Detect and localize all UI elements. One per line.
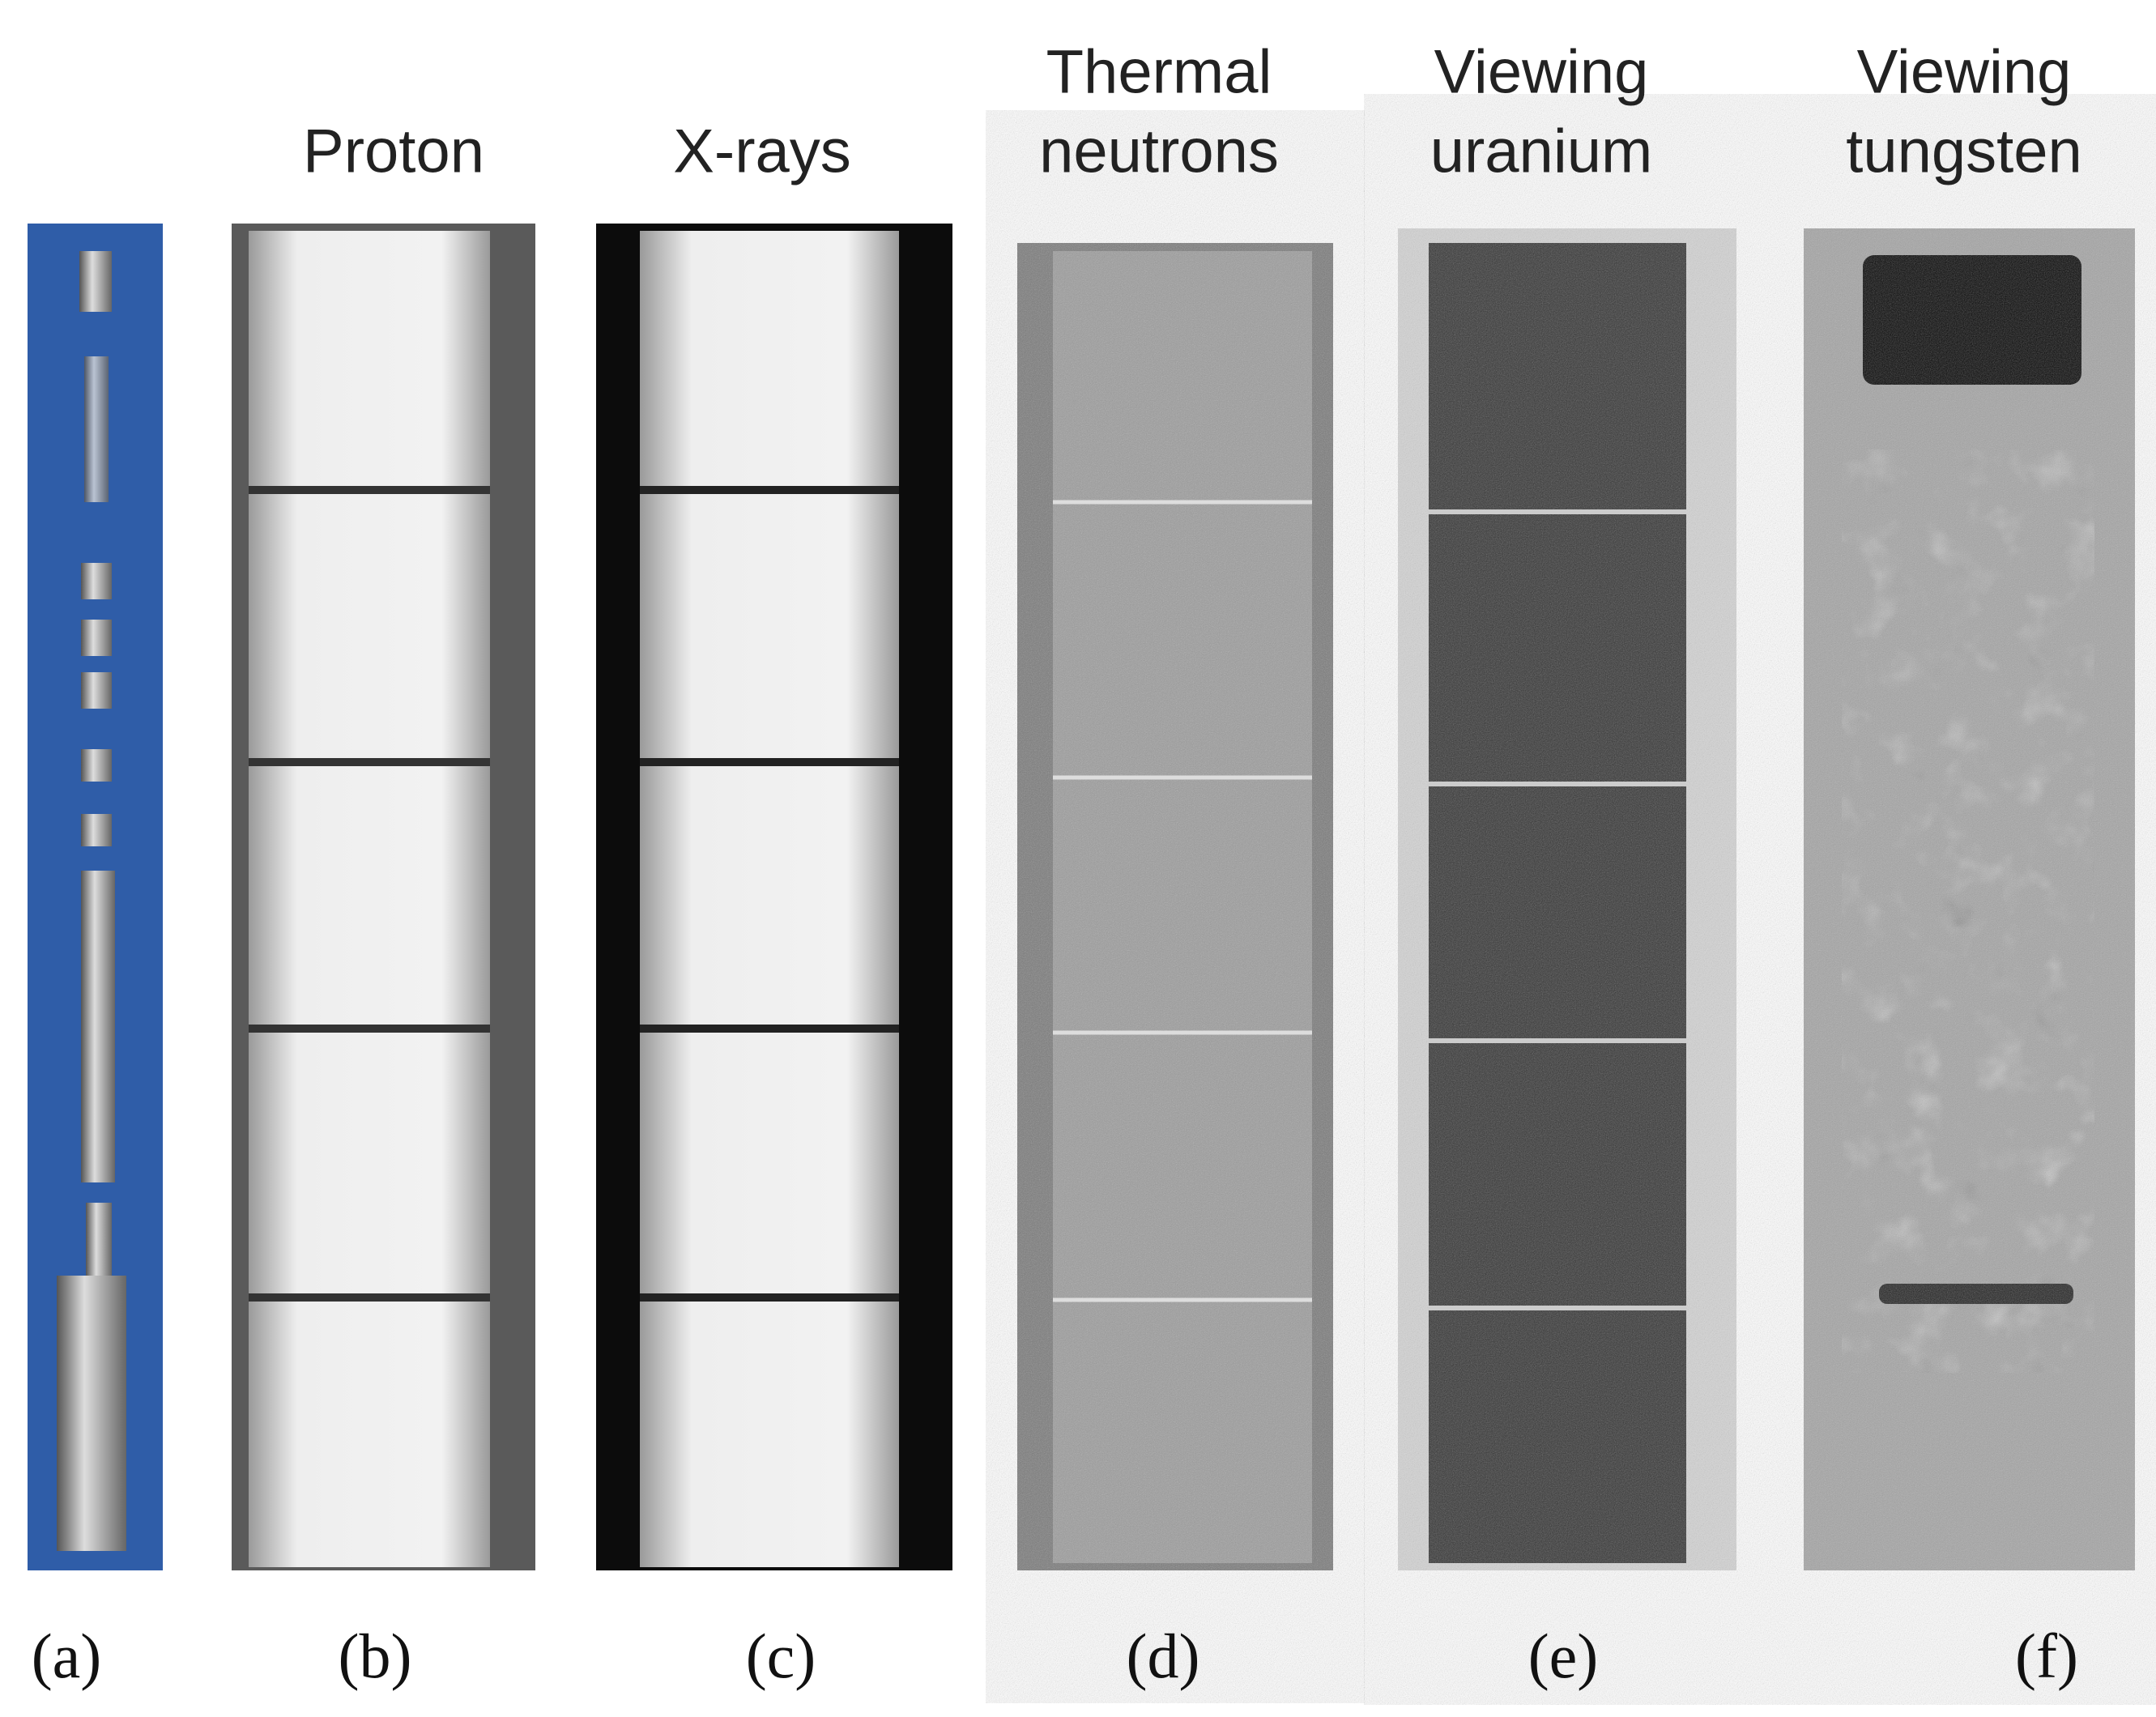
image-b <box>232 224 535 1570</box>
panel-label: (b) <box>338 1621 412 1691</box>
image-c <box>596 224 952 1570</box>
image-f <box>1804 228 2135 1570</box>
panel-label: (c) <box>745 1621 816 1691</box>
panel-title: tungsten <box>1846 117 2082 186</box>
panel-title: Viewing <box>1856 37 2072 107</box>
panel-label: (e) <box>1528 1621 1599 1691</box>
panel-title: uranium <box>1430 117 1653 186</box>
panel-title: neutrons <box>1039 117 1279 186</box>
panel-title: Viewing <box>1434 37 1649 107</box>
panel-title: X-rays <box>673 117 851 186</box>
panel-title: Thermal <box>1046 37 1272 107</box>
image-d <box>1017 243 1333 1570</box>
panel-label: (f) <box>2015 1621 2078 1691</box>
image-e <box>1398 228 1736 1570</box>
panel-label: (d) <box>1126 1621 1200 1691</box>
panel-label: (a) <box>31 1621 102 1691</box>
photo-a <box>28 224 163 1570</box>
panel-title: Proton <box>303 117 484 186</box>
